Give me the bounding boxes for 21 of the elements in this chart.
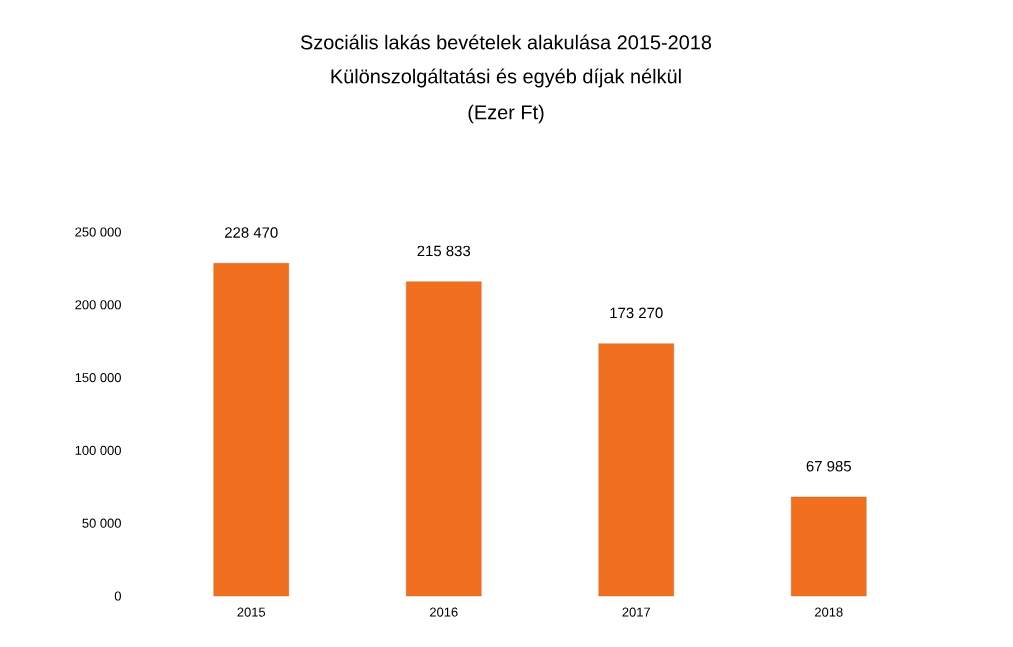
- chart-title: Szociális lakás bevételek alakulása 2015-2018: [300, 34, 712, 50]
- y-tick-label: 200 000: [75, 300, 121, 310]
- x-tick-label: 2016: [430, 607, 458, 617]
- data-label: 215 833: [417, 245, 471, 257]
- bar: [213, 263, 289, 597]
- x-tick-label: 2018: [815, 607, 843, 617]
- text: (Ezer Ft): [468, 104, 544, 124]
- y-tick-label: 100 000: [75, 445, 121, 455]
- y-tick-label: 250 000: [75, 227, 121, 237]
- x-tick-label: 2017: [622, 607, 650, 617]
- data-label: 173 270: [610, 307, 663, 319]
- bar: [791, 496, 867, 597]
- y-tick-label: 150 000: [75, 373, 121, 383]
- chart-subtitle: Különszolgáltatási és egyéb díjak nélkül: [331, 68, 681, 88]
- x-tick-label: 2015: [237, 607, 266, 617]
- y-tick-label: 50 000: [82, 518, 121, 528]
- bar: [406, 281, 482, 597]
- data-label: 67 985: [806, 460, 851, 472]
- y-tick-label: 0: [114, 591, 121, 601]
- data-label: 228 470: [225, 227, 278, 238]
- bar: [598, 343, 674, 597]
